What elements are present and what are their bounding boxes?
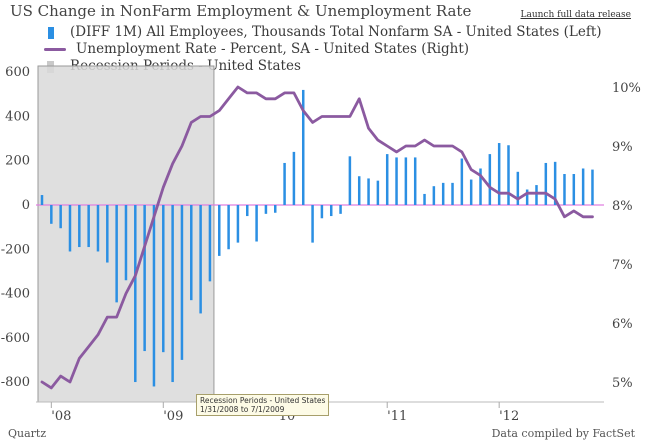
bar-mark [497, 143, 501, 205]
bar-mark [348, 156, 352, 205]
bar-mark [78, 205, 81, 248]
line-swatch-icon [44, 48, 66, 51]
bar-mark [255, 205, 258, 242]
y-right-tick-label: 5% [612, 376, 633, 391]
bar-mark [96, 205, 100, 252]
bar-mark [134, 205, 137, 383]
bar-mark [106, 205, 109, 263]
bar-mark [283, 162, 286, 205]
unemployment-line [40, 85, 594, 390]
bar-mark [404, 157, 408, 205]
bar-mark [292, 151, 296, 205]
y-right-tick-label: 9% [612, 140, 633, 155]
legend-item-bars[interactable]: (DIFF 1M) All Employees, Thousands Total… [44, 24, 602, 41]
bar-mark [143, 205, 146, 352]
tooltip-line-1: Recession Periods - United States [200, 396, 326, 405]
bar-mark [320, 205, 324, 219]
bar-mark [115, 205, 118, 303]
bar-mark [329, 205, 333, 217]
bar-mark [469, 179, 473, 205]
source-credit: Quartz [8, 427, 47, 440]
bar-mark [423, 193, 426, 205]
bar-mark [441, 182, 445, 205]
bar-mark [199, 205, 202, 314]
x-tick-label: '09 [163, 409, 183, 424]
chart-title: US Change in NonFarm Employment & Unempl… [10, 2, 472, 20]
bar-mark [264, 205, 268, 214]
y-left-tick-label: -600 [1, 331, 30, 346]
bar-mark [525, 189, 529, 205]
bar-mark [544, 162, 548, 205]
y-right-tick-label: 6% [612, 317, 633, 332]
bar-mark [395, 157, 398, 205]
bar-mark [301, 89, 305, 205]
x-tick-label: '12 [499, 409, 519, 424]
bar-mark [162, 205, 165, 353]
x-tick-label: '08 [51, 409, 71, 424]
x-tick-label: '11 [387, 409, 407, 424]
y-left-tick-label: -800 [1, 375, 30, 390]
bar-mark [208, 205, 212, 282]
bar-mark [460, 158, 464, 205]
bar-mark [432, 186, 436, 205]
bar-mark [124, 205, 128, 281]
bar-mark [413, 157, 417, 205]
bar-mark [581, 168, 585, 205]
bar-mark [218, 205, 221, 256]
bar-mark [68, 205, 72, 252]
bar-mark [40, 195, 44, 205]
bar-mark [311, 205, 314, 243]
y-left-tick-label: 0 [22, 198, 30, 213]
bar-mark [190, 205, 193, 301]
bar-mark [553, 161, 557, 205]
legend-label-bars: (DIFF 1M) All Employees, Thousands Total… [70, 24, 602, 40]
bar-mark [339, 205, 342, 214]
bar-mark [572, 174, 576, 205]
y-left-tick-label: -200 [1, 242, 30, 257]
bar-mark [274, 205, 277, 213]
y-right-tick-label: 10% [612, 81, 641, 96]
launch-data-link[interactable]: Launch full data release [520, 10, 632, 20]
y-left-tick-label: 400 [5, 109, 30, 124]
bar-mark [451, 182, 454, 205]
bar-mark [180, 205, 184, 360]
bar-mark [246, 205, 249, 217]
bar-mark [357, 176, 361, 205]
bar-mark [227, 205, 230, 250]
legend-label-line: Unemployment Rate - Percent, SA - United… [76, 41, 470, 57]
bar-mark [59, 205, 62, 229]
bar-mark [516, 171, 520, 205]
recession-tooltip: Recession Periods - United States 1/31/2… [196, 394, 330, 416]
bar-mark [367, 178, 370, 205]
y-right-tick-label: 8% [612, 199, 633, 214]
bar-mark [236, 205, 240, 243]
legend-item-line[interactable]: Unemployment Rate - Percent, SA - United… [44, 41, 602, 58]
bar-mark [152, 205, 156, 387]
data-credit: Data compiled by FactSet [491, 427, 635, 440]
y-left-tick-label: 200 [5, 154, 30, 169]
bar-mark [376, 180, 380, 205]
bar-swatch-icon [48, 26, 54, 39]
bar-mark [87, 205, 90, 248]
bar-mark [385, 154, 389, 205]
tooltip-line-2: 1/31/2008 to 7/1/2009 [200, 405, 285, 414]
bar-mark [507, 145, 510, 205]
y-left-tick-label: 600 [5, 65, 30, 80]
bar-mark [535, 185, 538, 205]
y-left-tick-label: -400 [1, 287, 30, 302]
bar-mark [50, 205, 53, 224]
bar-mark [591, 169, 594, 205]
bar-mark [563, 174, 566, 205]
bar-mark [171, 205, 174, 383]
y-right-tick-label: 7% [612, 258, 633, 273]
bar-mark [479, 168, 482, 205]
bar-mark [488, 154, 492, 205]
